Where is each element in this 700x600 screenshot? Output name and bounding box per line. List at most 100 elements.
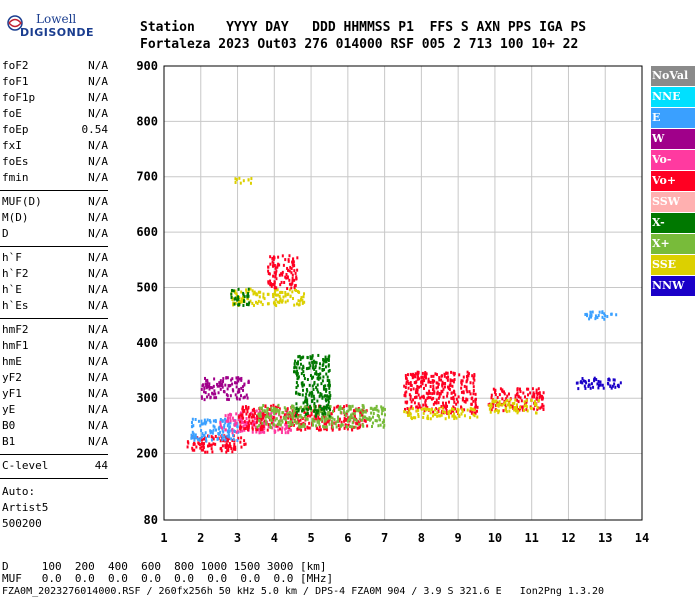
echo-point xyxy=(603,312,606,316)
echo-point xyxy=(318,423,321,427)
echo-point xyxy=(193,448,196,452)
echo-point xyxy=(319,372,322,376)
echo-point xyxy=(323,411,326,415)
plot-frame xyxy=(163,65,643,521)
echo-point xyxy=(453,417,456,421)
echo-point xyxy=(408,407,411,411)
echo-point xyxy=(240,436,243,440)
echo-point xyxy=(232,437,235,441)
echo-point xyxy=(232,418,235,422)
echo-point xyxy=(225,445,228,449)
echo-point xyxy=(222,430,225,434)
echo-point xyxy=(439,392,442,396)
x-tick-label: 8 xyxy=(418,531,425,545)
divider xyxy=(0,454,108,455)
echo-point xyxy=(383,413,386,417)
echo-point xyxy=(417,375,420,379)
echo-point xyxy=(520,399,523,403)
echo-point xyxy=(368,416,371,420)
echo-point xyxy=(277,424,280,428)
echo-point xyxy=(422,394,425,398)
echo-point xyxy=(312,363,315,367)
echo-point xyxy=(513,405,516,409)
echo-point xyxy=(534,401,537,405)
echo-point xyxy=(440,413,443,417)
echo-point xyxy=(288,282,291,286)
echo-point xyxy=(243,427,246,431)
echo-point xyxy=(319,408,322,412)
echo-point xyxy=(241,407,244,411)
echo-point xyxy=(228,442,231,446)
echo-point xyxy=(263,409,266,413)
echo-point xyxy=(309,374,312,378)
echo-point xyxy=(342,408,345,412)
echo-point xyxy=(242,296,245,300)
param-value: N/A xyxy=(88,171,108,184)
echo-point xyxy=(197,419,200,423)
echo-point xyxy=(230,292,233,296)
echo-point xyxy=(228,435,231,439)
echo-point xyxy=(270,404,273,408)
echo-point xyxy=(587,383,590,387)
echo-point xyxy=(284,258,287,262)
echo-point xyxy=(466,408,469,412)
echo-point xyxy=(213,396,216,400)
echo-point xyxy=(294,408,297,412)
echo-point xyxy=(449,382,452,386)
echo-point xyxy=(242,303,245,307)
echo-point xyxy=(366,424,369,428)
echo-point xyxy=(219,420,222,424)
echo-point xyxy=(234,180,237,184)
echo-point xyxy=(215,396,218,400)
echo-point xyxy=(448,387,451,391)
echo-point xyxy=(272,257,275,261)
echo-point xyxy=(282,295,285,299)
echo-point xyxy=(333,409,336,413)
echo-point xyxy=(324,365,327,369)
echo-point xyxy=(454,393,457,397)
echo-point xyxy=(263,419,266,423)
echo-point xyxy=(221,385,224,389)
echo-point xyxy=(417,402,420,406)
echo-point xyxy=(537,391,540,395)
param-value: N/A xyxy=(88,323,108,336)
echo-point xyxy=(295,275,298,279)
echo-point xyxy=(289,265,292,269)
echo-point xyxy=(537,399,540,403)
echo-point xyxy=(535,396,538,400)
echo-point xyxy=(325,425,328,429)
echo-point xyxy=(247,421,250,425)
param-value: N/A xyxy=(88,371,108,384)
echo-point xyxy=(194,433,197,437)
echo-point xyxy=(246,408,249,412)
muf-row: MUF 0.0 0.0 0.0 0.0 0.0 0.0 0.0 0.0 [MHz… xyxy=(2,572,334,585)
echo-point xyxy=(236,298,239,302)
echo-point xyxy=(443,374,446,378)
echo-point xyxy=(427,392,430,396)
echo-point xyxy=(291,281,294,285)
echo-point xyxy=(240,418,243,422)
echo-point xyxy=(436,390,439,394)
echo-point xyxy=(347,409,350,413)
echo-point xyxy=(496,396,499,400)
echo-point xyxy=(293,365,296,369)
legend-item-e: E xyxy=(651,108,695,128)
echo-point xyxy=(613,382,616,386)
echo-point xyxy=(418,385,421,389)
echo-point xyxy=(522,408,525,412)
echo-point xyxy=(309,355,312,359)
echo-point xyxy=(247,423,250,427)
echo-point xyxy=(461,409,464,413)
echo-point xyxy=(323,422,326,426)
param-name: B0 xyxy=(2,419,16,432)
echo-point xyxy=(209,430,212,434)
echo-point xyxy=(206,444,209,448)
echo-point xyxy=(309,404,312,408)
x-tick-label: 3 xyxy=(234,531,241,545)
echo-point xyxy=(270,283,273,287)
echo-point xyxy=(275,304,278,308)
echo-point xyxy=(243,443,246,447)
echo-point xyxy=(435,386,438,390)
echo-point xyxy=(221,426,224,430)
echo-point xyxy=(295,288,298,292)
